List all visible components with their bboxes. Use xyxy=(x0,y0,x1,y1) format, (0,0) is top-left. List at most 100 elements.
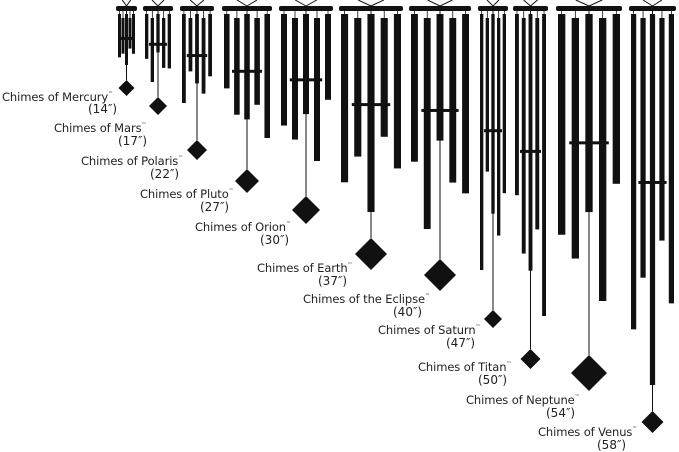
hanger-string xyxy=(575,0,590,7)
chime-size-label: (40″) xyxy=(393,305,423,319)
chime-name: Chimes of Earth xyxy=(257,261,348,275)
hanger-string xyxy=(189,0,198,7)
wind-sail-diamond xyxy=(187,140,207,160)
hanger-string xyxy=(126,0,132,7)
chime-cap xyxy=(222,6,272,11)
chime-tube xyxy=(167,14,171,69)
trademark-symbol: ™ xyxy=(506,361,512,367)
hanger-string xyxy=(486,0,494,7)
hanger-string xyxy=(370,0,385,7)
chime-tube xyxy=(423,18,431,229)
chime-name: Chimes of Pluto xyxy=(140,187,229,201)
chime-size-label: (14″) xyxy=(88,102,118,116)
chime-tube xyxy=(132,14,135,54)
chime-name: Chimes of Venus xyxy=(538,425,633,439)
trademark-symbol: ™ xyxy=(424,293,430,299)
trademark-symbol: ™ xyxy=(228,188,234,194)
chime-name-label: Chimes of Orion™ xyxy=(195,220,291,234)
chime-name-label: Chimes of Mercury™ xyxy=(2,90,113,104)
chime-tube xyxy=(640,18,646,278)
hanger-string xyxy=(652,0,663,7)
chime-cap xyxy=(143,6,173,11)
chime-cap xyxy=(409,6,471,11)
chime-cap xyxy=(279,6,333,11)
chime-tube xyxy=(571,18,579,259)
hanger-string xyxy=(196,0,205,7)
chime-tube xyxy=(145,14,149,59)
chime-name-label: Chimes of Pluto™ xyxy=(140,187,234,201)
chime-cap xyxy=(478,6,508,11)
chime-tube xyxy=(393,14,401,169)
trademark-symbol: ™ xyxy=(285,221,291,227)
chime-tube xyxy=(380,18,388,137)
chime-name-label: Chimes of the Eclipse™ xyxy=(303,292,430,306)
chime-tube xyxy=(314,18,320,161)
wind-sail-diamond xyxy=(484,310,502,328)
chime-name-label: Chimes of Mars™ xyxy=(54,121,146,135)
wind-sail-diamond xyxy=(424,259,456,291)
hanger-string xyxy=(642,0,653,7)
chime-name-label: Chimes of Neptune™ xyxy=(466,393,580,407)
chime-size-label: (17″) xyxy=(118,134,148,148)
chime-size-label: (47″) xyxy=(446,336,476,350)
chime-size-label: (27″) xyxy=(200,200,230,214)
chime-name-label: Chimes of Saturn™ xyxy=(378,323,481,337)
chime-tube xyxy=(234,18,240,115)
chime-tube xyxy=(121,18,125,54)
chime-tube xyxy=(128,18,132,49)
chime-name-label: Chimes of Venus™ xyxy=(538,425,637,439)
chime-tube xyxy=(462,14,469,194)
trademark-symbol: ™ xyxy=(178,155,184,161)
chime-cap xyxy=(180,6,214,11)
chime-tube xyxy=(515,14,519,196)
chime-tube xyxy=(599,18,607,301)
trademark-symbol: ™ xyxy=(475,324,481,330)
chime-tube xyxy=(354,18,362,157)
chime-size-label: (54″) xyxy=(546,406,576,420)
wind-sail-diamond xyxy=(571,355,607,391)
chime-cap xyxy=(556,6,622,11)
wind-sail-diamond xyxy=(149,97,167,115)
wind-sail-diamond xyxy=(355,238,387,270)
chime-tube xyxy=(254,18,260,105)
chime-cap xyxy=(116,6,137,11)
chime-tube xyxy=(631,14,637,330)
chime-size-label: (58″) xyxy=(597,438,627,452)
chime-tube xyxy=(224,14,230,89)
chime-cap xyxy=(339,6,403,11)
wind-sail-diamond xyxy=(520,349,541,369)
chime-tube xyxy=(341,14,349,183)
chime-size-label: (50″) xyxy=(478,373,508,387)
chime-name: Chimes of Orion xyxy=(195,220,286,234)
hanger-string xyxy=(492,0,500,7)
chime-tube xyxy=(668,14,674,304)
chime-tube xyxy=(485,18,489,172)
trademark-symbol: ™ xyxy=(108,91,114,97)
chime-cap xyxy=(629,6,676,11)
chime-name-label: Chimes of Titan™ xyxy=(418,360,511,374)
hanger-string xyxy=(294,0,307,7)
chime-tube xyxy=(480,14,484,270)
chime-tube xyxy=(118,14,121,58)
trademark-symbol: ™ xyxy=(347,262,353,268)
chime-tube xyxy=(264,14,270,138)
chime-tube xyxy=(150,18,154,82)
chime-name: Chimes of Titan xyxy=(418,360,507,374)
chime-tube xyxy=(535,18,540,230)
chime-name: Chimes of Polaris xyxy=(81,154,179,168)
chime-name: Chimes of Mercury xyxy=(2,90,109,104)
chime-tube xyxy=(281,14,287,126)
trademark-symbol: ™ xyxy=(632,426,638,432)
chime-tube xyxy=(612,14,620,184)
chime-name-label: Chimes of Earth™ xyxy=(257,261,353,275)
hanger-string xyxy=(530,0,538,7)
wind-sail-diamond xyxy=(235,169,259,193)
hanger-string xyxy=(523,0,531,7)
chime-tube xyxy=(558,14,566,235)
chime-tube xyxy=(497,18,501,236)
wind-sail-diamond xyxy=(118,80,135,96)
chime-size-label: (30″) xyxy=(260,233,290,247)
wind-sail-diamond xyxy=(641,411,664,433)
chime-tube xyxy=(325,14,331,100)
